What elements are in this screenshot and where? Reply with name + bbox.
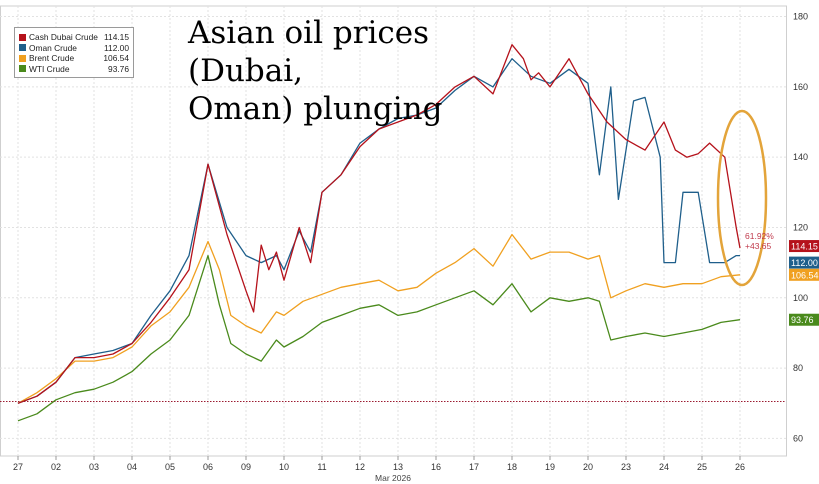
x-tick-label: 05 — [165, 462, 175, 472]
x-tick-label: 02 — [51, 462, 61, 472]
x-tick-label: 26 — [735, 462, 745, 472]
legend-label: WTI Crude — [29, 63, 70, 74]
x-tick-label: 13 — [393, 462, 403, 472]
x-tick-label: 18 — [507, 462, 517, 472]
x-tick-label: 09 — [241, 462, 251, 472]
y-tick-label: 180 — [793, 12, 808, 22]
legend-label: Cash Dubai Crude — [29, 32, 98, 42]
end-label-text: 112.00 — [791, 258, 818, 268]
series-lines — [17, 44, 741, 422]
end-label-box — [789, 256, 819, 269]
chart-title: Asian oil prices (Dubai, Oman) plunging — [188, 14, 548, 128]
x-axis-sublabel: Mar 2026 — [375, 473, 411, 483]
chart-title-line-2: Oman) plunging — [188, 91, 443, 127]
end-label-text: 106.54 — [791, 270, 819, 280]
legend-item-dubai: Cash Dubai Crude 114.15 — [19, 32, 129, 43]
end-label-box — [789, 268, 819, 281]
x-tick-label: 11 — [317, 462, 326, 472]
end-label-box — [789, 240, 819, 253]
x-tick-label: 03 — [89, 462, 99, 472]
y-tick-label: 160 — [793, 82, 808, 92]
x-tick-label: 24 — [659, 462, 669, 472]
x-tick-label: 27 — [13, 462, 23, 472]
x-tick-label: 20 — [583, 462, 593, 472]
y-tick-label: 80 — [793, 363, 803, 373]
annotation-diff: +43.65 — [745, 241, 772, 251]
x-tick-label: 16 — [431, 462, 441, 472]
legend-value: 93.76 — [108, 63, 129, 74]
series-line-wti-crude — [17, 254, 741, 422]
legend-value: 112.00 — [104, 42, 129, 53]
series-line-brent-crude — [17, 233, 741, 404]
legend-item-oman: Oman Crude 112.00 — [19, 43, 129, 54]
end-label-text: 93.76 — [791, 315, 814, 325]
plot-frame — [0, 5, 787, 457]
end-value-labels: 114.15 112.00 106.54 93.76 — [789, 240, 819, 326]
legend-swatch-dubai — [19, 33, 26, 41]
legend-label: Oman Crude — [29, 42, 77, 53]
annotation-pct: 61.92% — [745, 231, 774, 241]
x-tick-label: 04 — [127, 462, 137, 472]
end-label-text: 114.15 — [791, 242, 818, 252]
x-tick-label: 12 — [355, 462, 365, 472]
x-tick-label: 23 — [621, 462, 631, 472]
legend-swatch-oman — [19, 44, 26, 52]
x-tick-label: 06 — [203, 462, 213, 472]
end-label-box — [789, 313, 819, 326]
y-tick-label: 140 — [793, 152, 808, 162]
grid-lines — [0, 5, 787, 457]
legend-label: Brent Crude — [29, 53, 75, 63]
legend-swatch-wti — [19, 65, 26, 73]
x-tick-label: 19 — [545, 462, 555, 472]
legend-item-brent: Brent Crude 106.54 — [19, 53, 129, 64]
y-axis-ticks: 60 80 100 120 140 160 180 — [793, 12, 808, 444]
chart-title-line-1: Asian oil prices (Dubai, — [188, 15, 430, 89]
x-axis-ticks: 27 02 03 04 05 06 09 10 11 12 13 16 17 18 19 20 23 24 25 26 — [13, 456, 745, 472]
chart-legend: Cash Dubai Crude 114.15 Oman Crude 112.0… — [14, 27, 134, 78]
legend-swatch-brent — [19, 54, 26, 62]
y-tick-label: 60 — [793, 433, 803, 443]
series-line-cash-dubai-crude — [17, 44, 741, 404]
highlight-ellipse — [716, 109, 768, 287]
x-tick-label: 17 — [469, 462, 479, 472]
legend-item-wti: WTI Crude 93.76 — [19, 64, 129, 75]
x-tick-label: 10 — [279, 462, 289, 472]
y-tick-label: 120 — [793, 222, 808, 232]
legend-value: 106.54 — [103, 53, 129, 63]
y-tick-label: 100 — [793, 293, 808, 303]
x-tick-label: 25 — [697, 462, 707, 472]
legend-value: 114.15 — [104, 32, 129, 42]
